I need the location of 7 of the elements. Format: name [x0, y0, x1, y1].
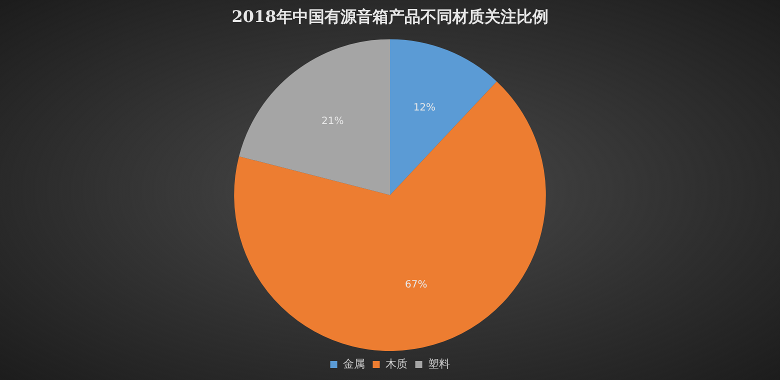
legend-label: 木质	[385, 357, 408, 370]
data-label: 67%	[404, 280, 428, 291]
chart-title: 2018年中国有源音箱产品不同材质关注比例	[232, 6, 548, 26]
legend-label: 金属	[342, 357, 365, 370]
data-label: 12%	[413, 102, 436, 114]
data-label: 21%	[322, 116, 344, 127]
legend-label: 塑料	[428, 357, 450, 370]
